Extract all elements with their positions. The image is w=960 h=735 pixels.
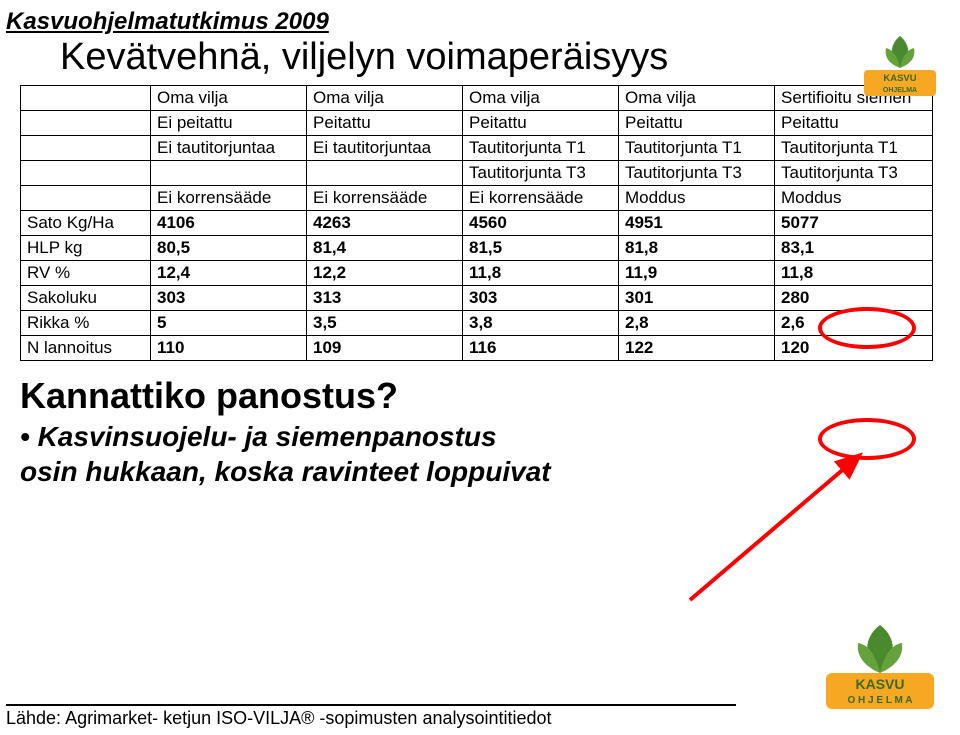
question-heading: Kannattiko panostus?	[0, 361, 960, 419]
kasvu-logo-bottom: KASVU O H J E L M A	[820, 623, 940, 713]
value-cell: 81,4	[307, 236, 463, 261]
value-cell: 303	[151, 286, 307, 311]
table-header-cell: Tautitorjunta T3	[619, 161, 775, 186]
table-header-row: Ei tautitorjuntaaEi tautitorjuntaaTautit…	[21, 136, 933, 161]
table-row: Sato Kg/Ha41064263456049515077	[21, 211, 933, 236]
value-cell: 303	[463, 286, 619, 311]
table-header-cell: Tautitorjunta T3	[463, 161, 619, 186]
table-header-cell: Peitattu	[463, 111, 619, 136]
table-header-cell: Ei tautitorjuntaa	[307, 136, 463, 161]
table-header-cell: Peitattu	[619, 111, 775, 136]
report-title: Kasvuohjelmatutkimus 2009	[0, 0, 960, 36]
row-label: Sato Kg/Ha	[21, 211, 151, 236]
bullet-line-2: osin hukkaan, koska ravinteet loppuivat	[0, 454, 960, 489]
slide-title: Kevätvehnä, viljelyn voimaperäisyys	[0, 36, 960, 85]
value-cell: 4263	[307, 211, 463, 236]
bullet-line-1: • Kasvinsuojelu- ja siemenpanostus	[0, 419, 960, 454]
table-row: RV %12,412,211,811,911,8	[21, 261, 933, 286]
table-row: HLP kg80,581,481,581,883,1	[21, 236, 933, 261]
value-cell: 80,5	[151, 236, 307, 261]
table-header-row: Ei korrensäädeEi korrensäädeEi korrensää…	[21, 186, 933, 211]
kasvu-logo-top: KASVU OHJELMA	[860, 34, 940, 100]
value-cell: 11,8	[463, 261, 619, 286]
svg-text:O H J E L M A: O H J E L M A	[847, 695, 912, 706]
value-cell: 110	[151, 336, 307, 361]
value-cell: 11,8	[775, 261, 933, 286]
table-row: Rikka %53,53,82,82,6	[21, 311, 933, 336]
value-cell: 5	[151, 311, 307, 336]
table-header-cell	[21, 86, 151, 111]
table-header-row: Tautitorjunta T3Tautitorjunta T3Tautitor…	[21, 161, 933, 186]
table-header-cell: Tautitorjunta T1	[463, 136, 619, 161]
table-header-cell: Tautitorjunta T1	[775, 136, 933, 161]
table-header-cell: Oma vilja	[307, 86, 463, 111]
table-row: N lannoitus110109116122120	[21, 336, 933, 361]
table-header-cell: Oma vilja	[619, 86, 775, 111]
table-header-cell: Ei korrensääde	[463, 186, 619, 211]
table-header-cell	[21, 111, 151, 136]
value-cell: 116	[463, 336, 619, 361]
value-cell: 3,8	[463, 311, 619, 336]
table-header-cell: Ei korrensääde	[307, 186, 463, 211]
value-cell: 83,1	[775, 236, 933, 261]
row-label: Rikka %	[21, 311, 151, 336]
row-label: HLP kg	[21, 236, 151, 261]
value-cell: 313	[307, 286, 463, 311]
value-cell: 4560	[463, 211, 619, 236]
value-cell: 12,2	[307, 261, 463, 286]
svg-text:KASVU: KASVU	[883, 73, 916, 84]
value-cell: 2,6	[775, 311, 933, 336]
table-header-cell: Tautitorjunta T1	[619, 136, 775, 161]
value-cell: 2,8	[619, 311, 775, 336]
value-cell: 109	[307, 336, 463, 361]
svg-text:OHJELMA: OHJELMA	[883, 87, 917, 94]
row-label: RV %	[21, 261, 151, 286]
value-cell: 280	[775, 286, 933, 311]
table-row: Sakoluku303313303301280	[21, 286, 933, 311]
table-header-cell: Oma vilja	[463, 86, 619, 111]
value-cell: 5077	[775, 211, 933, 236]
value-cell: 4106	[151, 211, 307, 236]
table-header-cell: Peitattu	[307, 111, 463, 136]
table-header-cell	[21, 161, 151, 186]
value-cell: 3,5	[307, 311, 463, 336]
value-cell: 81,5	[463, 236, 619, 261]
table-header-cell: Peitattu	[775, 111, 933, 136]
value-cell: 120	[775, 336, 933, 361]
value-cell: 301	[619, 286, 775, 311]
value-cell: 81,8	[619, 236, 775, 261]
table-header-cell: Tautitorjunta T3	[775, 161, 933, 186]
source-line: Lähde: Agrimarket- ketjun ISO-VILJA® -so…	[6, 704, 736, 729]
table-header-row: Ei peitattuPeitattuPeitattuPeitattuPeita…	[21, 111, 933, 136]
table-header-cell: Ei korrensääde	[151, 186, 307, 211]
table-header-cell	[307, 161, 463, 186]
table-header-cell: Moddus	[775, 186, 933, 211]
value-cell: 11,9	[619, 261, 775, 286]
table-header-cell: Ei peitattu	[151, 111, 307, 136]
table-header-cell: Oma vilja	[151, 86, 307, 111]
table-header-cell: Moddus	[619, 186, 775, 211]
row-label: N lannoitus	[21, 336, 151, 361]
table-header-row: Oma viljaOma viljaOma viljaOma viljaSert…	[21, 86, 933, 111]
table-header-cell: Ei tautitorjuntaa	[151, 136, 307, 161]
value-cell: 122	[619, 336, 775, 361]
table-header-cell	[21, 136, 151, 161]
value-cell: 12,4	[151, 261, 307, 286]
value-cell: 4951	[619, 211, 775, 236]
svg-text:KASVU: KASVU	[855, 676, 904, 692]
data-table: Oma viljaOma viljaOma viljaOma viljaSert…	[20, 85, 933, 361]
table-header-cell	[151, 161, 307, 186]
table-header-cell	[21, 186, 151, 211]
row-label: Sakoluku	[21, 286, 151, 311]
